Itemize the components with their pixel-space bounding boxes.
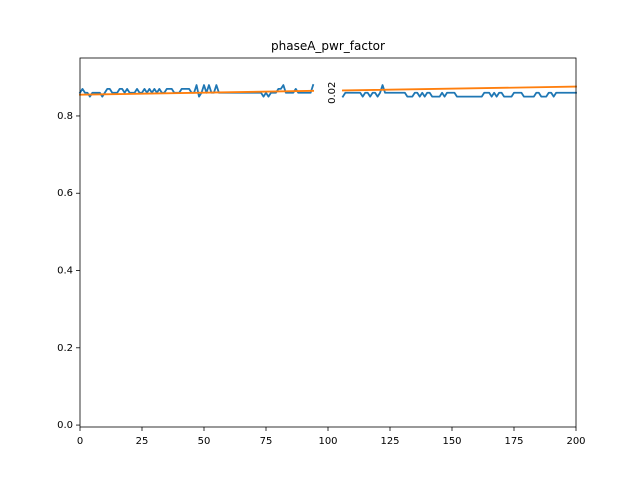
- chart-title: phaseA_pwr_factor: [271, 39, 385, 53]
- series-2-segment-2: [341, 85, 577, 92]
- series-1-segment-1: [78, 83, 315, 98]
- annotations: 0.02: [327, 82, 338, 104]
- x-tick-label-6: 150: [442, 436, 461, 447]
- y-tick-label-2: 0.4: [57, 266, 73, 277]
- plot-lines: [78, 83, 577, 98]
- annotation-label-1: 0.02: [327, 82, 338, 104]
- y-tick-label-4: 0.8: [57, 111, 73, 122]
- series-1-segment-2: [341, 84, 577, 98]
- series-2-segment-1: [79, 89, 315, 96]
- y-tick-label-0: 0.0: [57, 420, 73, 431]
- x-tick-label-5: 125: [380, 436, 399, 447]
- x-tick-label-8: 200: [566, 436, 585, 447]
- x-axis-ticks: 0 25 50 75 100 125 150 175 200: [77, 427, 586, 447]
- y-axis-ticks: 0.0 0.2 0.4 0.6 0.8: [57, 111, 80, 431]
- y-tick-label-1: 0.2: [57, 343, 73, 354]
- x-tick-label-4: 100: [318, 436, 337, 447]
- x-tick-label-0: 0: [77, 436, 83, 447]
- x-tick-label-7: 175: [504, 436, 523, 447]
- x-tick-label-1: 25: [136, 436, 149, 447]
- y-tick-label-3: 0.6: [57, 188, 73, 199]
- x-tick-label-3: 75: [260, 436, 273, 447]
- x-tick-label-2: 50: [198, 436, 211, 447]
